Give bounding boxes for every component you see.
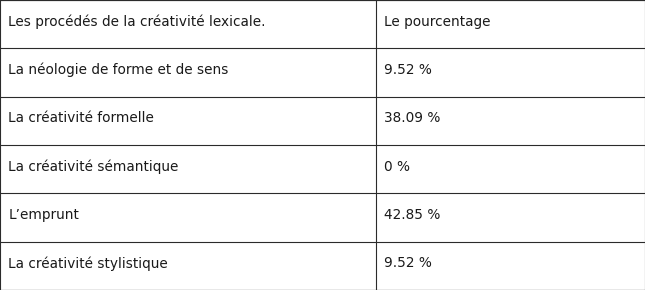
Text: L’emprunt: L’emprunt [8, 208, 79, 222]
Text: La créativité stylistique: La créativité stylistique [8, 256, 168, 271]
Text: Le pourcentage: Le pourcentage [384, 15, 491, 29]
Text: 38.09 %: 38.09 % [384, 111, 441, 125]
Text: 42.85 %: 42.85 % [384, 208, 441, 222]
Text: 0 %: 0 % [384, 160, 410, 174]
Text: La créativité sémantique: La créativité sémantique [8, 160, 179, 174]
Text: 9.52 %: 9.52 % [384, 63, 432, 77]
Text: La néologie de forme et de sens: La néologie de forme et de sens [8, 63, 229, 77]
Text: La créativité formelle: La créativité formelle [8, 111, 154, 125]
Text: Les procédés de la créativité lexicale.: Les procédés de la créativité lexicale. [8, 14, 266, 29]
Text: 9.52 %: 9.52 % [384, 256, 432, 270]
